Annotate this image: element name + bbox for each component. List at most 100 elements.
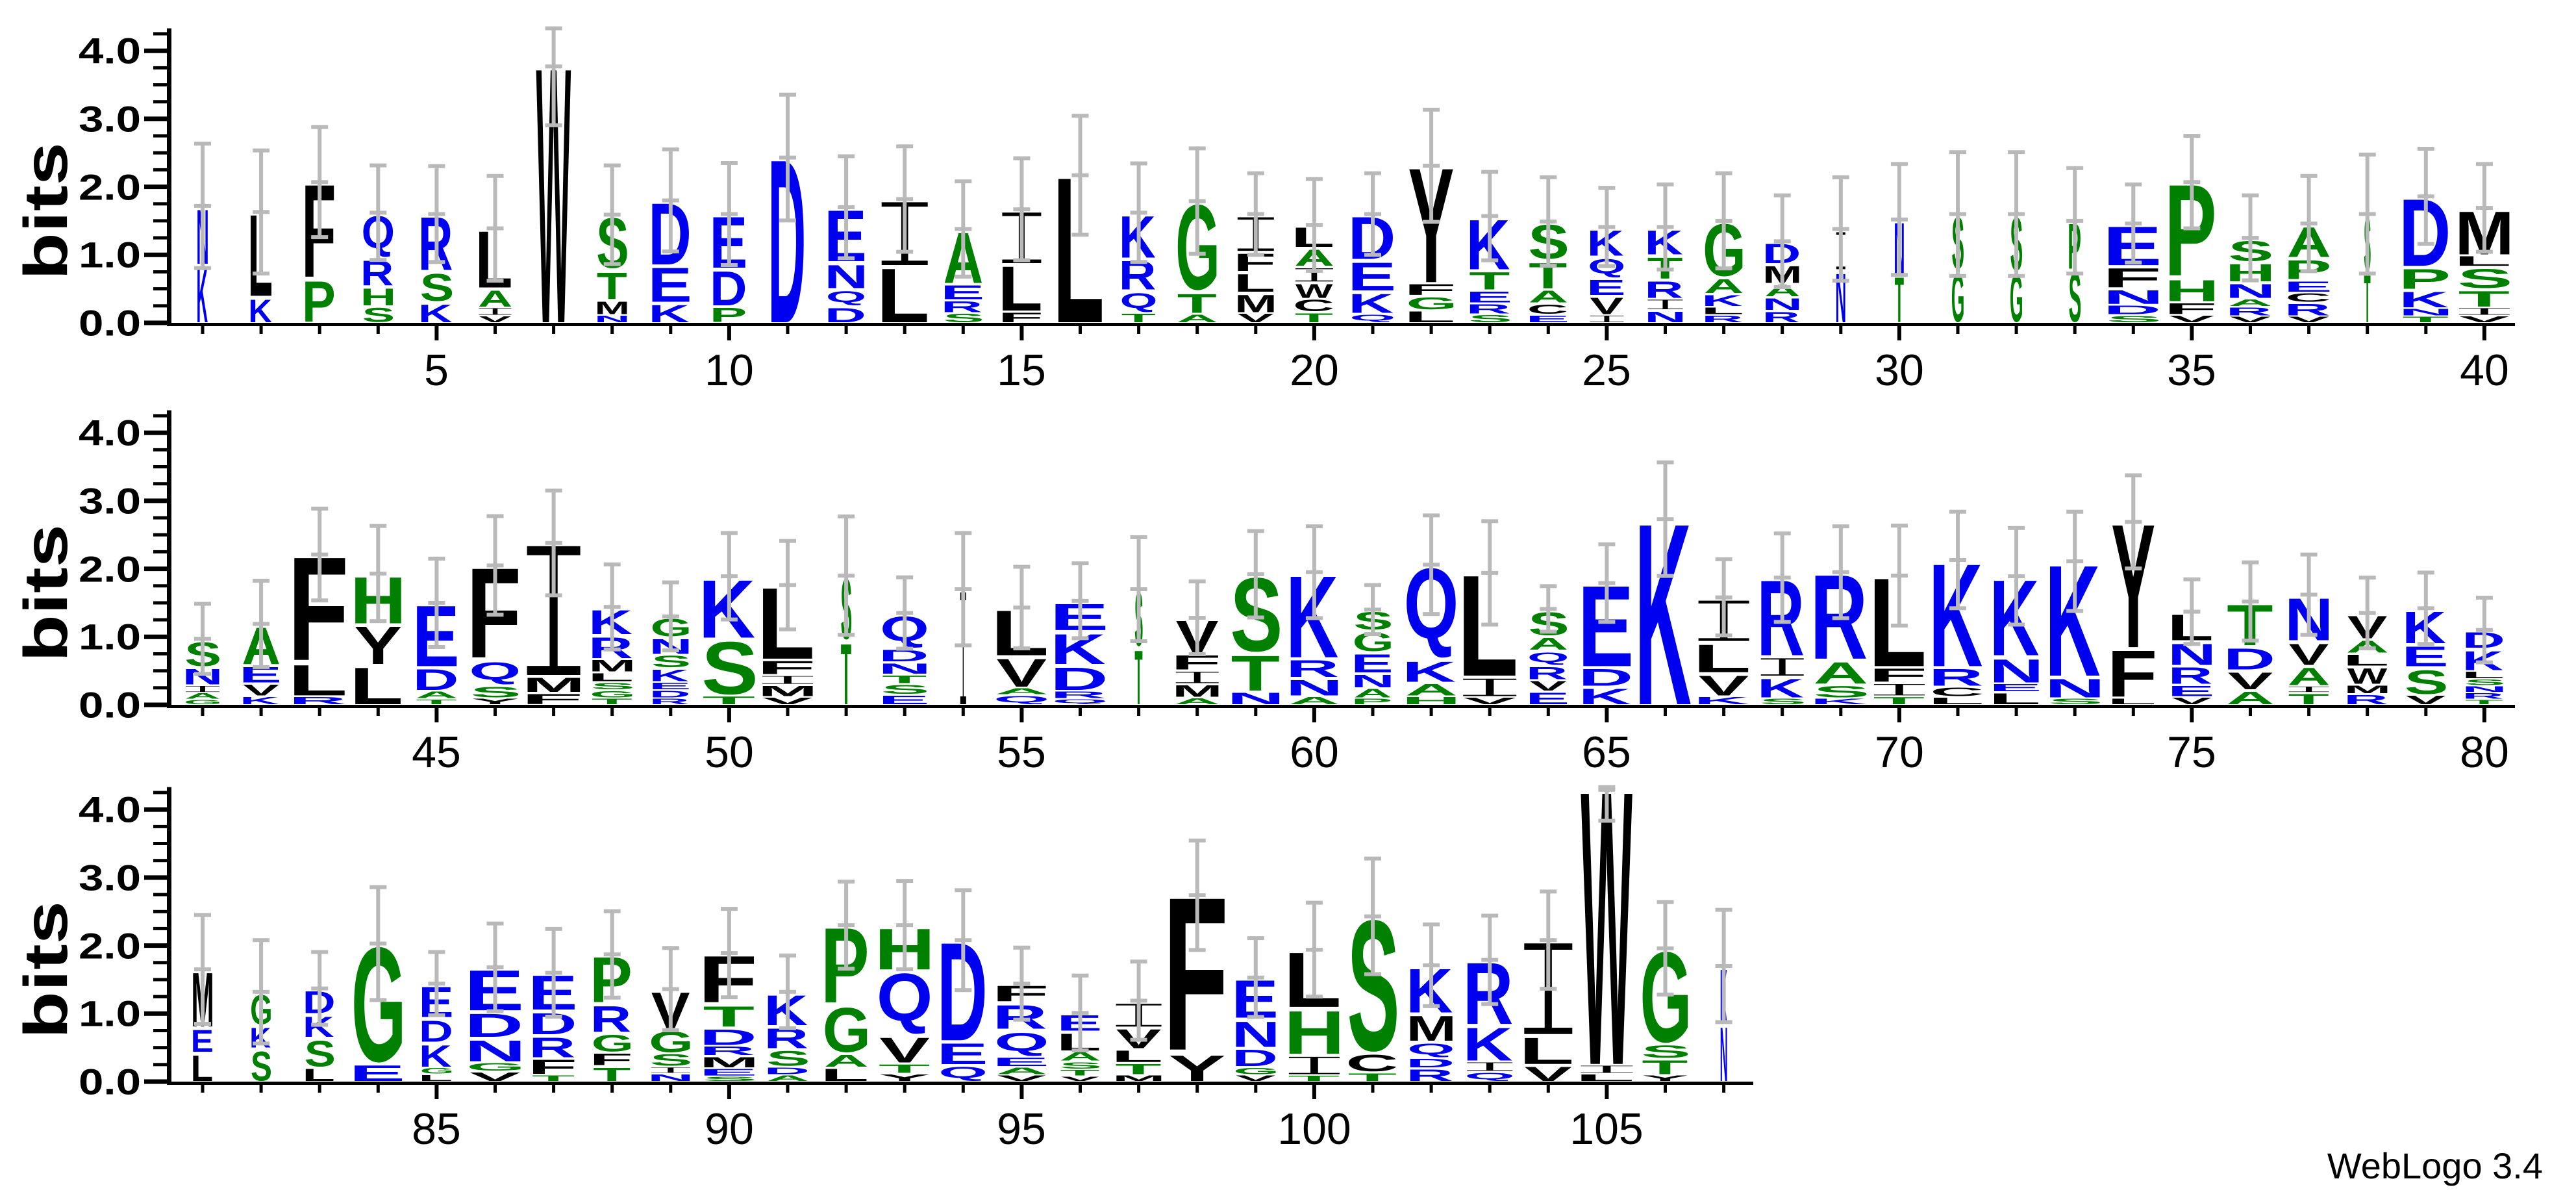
svg-text:A: A bbox=[416, 690, 458, 700]
svg-text:N: N bbox=[647, 1073, 694, 1083]
svg-text:3.0: 3.0 bbox=[79, 99, 141, 140]
svg-text:K: K bbox=[1634, 470, 1692, 760]
svg-text:N: N bbox=[1644, 308, 1686, 325]
svg-text:T: T bbox=[2288, 691, 2329, 707]
svg-text:3.0: 3.0 bbox=[79, 481, 141, 522]
svg-text:S: S bbox=[651, 653, 691, 670]
svg-text:C: C bbox=[2286, 291, 2331, 304]
svg-text:E: E bbox=[191, 1023, 214, 1058]
svg-text:S: S bbox=[305, 1033, 336, 1074]
svg-text:S: S bbox=[2107, 314, 2162, 324]
svg-text:T: T bbox=[841, 627, 851, 723]
svg-text:V: V bbox=[1061, 1076, 1100, 1082]
svg-text:M: M bbox=[2344, 683, 2392, 696]
svg-text:E: E bbox=[992, 1055, 1049, 1069]
svg-text:V: V bbox=[2288, 315, 2330, 324]
svg-text:V: V bbox=[2169, 314, 2214, 324]
svg-text:F: F bbox=[2164, 300, 2217, 317]
svg-text:S: S bbox=[1760, 698, 1807, 706]
svg-text:S: S bbox=[2457, 264, 2512, 294]
svg-text:W: W bbox=[1581, 709, 1632, 1148]
svg-text:A: A bbox=[478, 286, 512, 312]
svg-text:D: D bbox=[465, 1007, 524, 1044]
svg-text:T: T bbox=[592, 697, 632, 705]
svg-text:55: 55 bbox=[997, 728, 1046, 777]
svg-text:C: C bbox=[1346, 1050, 1399, 1076]
svg-text:bits: bits bbox=[12, 901, 81, 1039]
svg-text:S: S bbox=[2048, 698, 2103, 706]
svg-text:T: T bbox=[1348, 1071, 1397, 1084]
svg-text:Q: Q bbox=[1052, 698, 1108, 704]
svg-text:3.0: 3.0 bbox=[79, 857, 141, 898]
svg-text:40: 40 bbox=[2460, 346, 2509, 395]
svg-text:75: 75 bbox=[2167, 728, 2216, 777]
svg-text:A: A bbox=[1813, 656, 1868, 691]
svg-text:L: L bbox=[1988, 691, 2041, 708]
svg-text:N: N bbox=[1835, 259, 1846, 338]
svg-text:F: F bbox=[2107, 637, 2158, 711]
svg-text:G: G bbox=[1951, 260, 1965, 337]
svg-text:D: D bbox=[764, 1065, 810, 1076]
svg-text:N: N bbox=[2462, 685, 2507, 694]
svg-text:V: V bbox=[2171, 696, 2212, 706]
svg-text:T: T bbox=[1295, 311, 1333, 325]
svg-text:A: A bbox=[185, 692, 221, 700]
svg-text:L: L bbox=[2453, 253, 2512, 269]
svg-text:Q: Q bbox=[994, 694, 1050, 704]
svg-text:L: L bbox=[1701, 305, 1744, 316]
svg-text:D: D bbox=[1232, 1045, 1278, 1071]
svg-text:2.0: 2.0 bbox=[79, 167, 141, 208]
svg-text:M: M bbox=[1234, 290, 1277, 317]
svg-text:A: A bbox=[1289, 695, 1340, 706]
svg-text:F: F bbox=[757, 657, 816, 678]
svg-text:D: D bbox=[2223, 642, 2275, 676]
svg-text:M: M bbox=[758, 683, 818, 699]
svg-text:85: 85 bbox=[412, 1104, 461, 1154]
svg-text:R: R bbox=[289, 695, 347, 707]
svg-text:45: 45 bbox=[412, 728, 461, 777]
svg-text:N: N bbox=[878, 661, 931, 677]
svg-text:N: N bbox=[825, 258, 868, 295]
svg-text:T: T bbox=[1231, 646, 1280, 702]
svg-text:S: S bbox=[1060, 1060, 1103, 1071]
svg-text:A: A bbox=[2288, 663, 2331, 690]
svg-text:K: K bbox=[1701, 292, 1742, 309]
svg-text:A: A bbox=[2226, 688, 2274, 708]
svg-text:15: 15 bbox=[997, 346, 1046, 395]
svg-text:A: A bbox=[1353, 687, 1392, 700]
svg-text:R: R bbox=[1701, 314, 1743, 324]
svg-text:G: G bbox=[1407, 294, 1458, 312]
svg-text:D: D bbox=[413, 664, 459, 696]
svg-text:K: K bbox=[197, 253, 208, 339]
svg-text:K: K bbox=[649, 667, 689, 685]
svg-text:R: R bbox=[529, 1032, 575, 1063]
svg-text:E: E bbox=[2168, 683, 2215, 699]
svg-text:N: N bbox=[1286, 676, 1344, 700]
svg-text:A: A bbox=[1405, 681, 1458, 699]
svg-text:25: 25 bbox=[1582, 346, 1631, 395]
svg-text:S: S bbox=[591, 681, 635, 691]
svg-text:S: S bbox=[1468, 313, 1512, 324]
svg-text:L: L bbox=[1234, 269, 1276, 297]
svg-text:N: N bbox=[1227, 689, 1284, 707]
svg-text:K: K bbox=[1810, 698, 1868, 706]
svg-text:T: T bbox=[532, 1074, 575, 1082]
svg-text:65: 65 bbox=[1582, 728, 1631, 777]
svg-text:H: H bbox=[1284, 998, 1345, 1067]
svg-text:A: A bbox=[824, 1051, 869, 1070]
svg-text:Y: Y bbox=[354, 616, 402, 676]
svg-text:R: R bbox=[1526, 663, 1568, 683]
svg-text:T: T bbox=[1134, 635, 1142, 721]
svg-text:M: M bbox=[595, 298, 630, 318]
svg-text:T: T bbox=[703, 694, 755, 707]
svg-text:S: S bbox=[701, 626, 758, 710]
svg-text:V: V bbox=[479, 314, 512, 324]
svg-text:V: V bbox=[243, 681, 279, 699]
svg-text:L: L bbox=[1519, 1030, 1574, 1072]
svg-text:35: 35 bbox=[2167, 346, 2216, 395]
svg-text:S: S bbox=[2069, 259, 2082, 337]
svg-text:L: L bbox=[1927, 696, 1984, 706]
svg-text:P: P bbox=[710, 303, 747, 326]
svg-text:E: E bbox=[936, 1037, 988, 1071]
svg-text:T: T bbox=[1642, 1057, 1688, 1079]
